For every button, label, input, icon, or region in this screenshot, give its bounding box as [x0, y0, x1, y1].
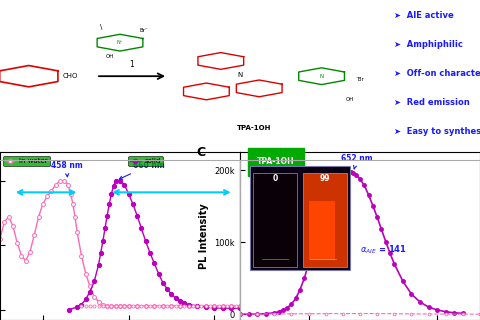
Text: ➤  Red emission: ➤ Red emission	[394, 98, 469, 107]
Text: ➤  AIE active: ➤ AIE active	[394, 11, 453, 20]
Text: N⁺: N⁺	[117, 40, 123, 45]
Text: 1: 1	[130, 60, 134, 69]
Text: ➤  Off-on character: ➤ Off-on character	[394, 69, 480, 78]
Text: Br⁻: Br⁻	[140, 28, 148, 33]
Text: N: N	[320, 74, 324, 79]
Text: ➤  Easy to synthes: ➤ Easy to synthes	[394, 126, 480, 136]
Text: $\alpha_{AIE}$ = 141: $\alpha_{AIE}$ = 141	[360, 244, 407, 256]
Text: TPA-1OH: TPA-1OH	[237, 125, 272, 131]
Text: 652 nm: 652 nm	[341, 154, 373, 169]
Text: CHO: CHO	[62, 73, 78, 79]
Text: TPA-1OH: TPA-1OH	[257, 157, 294, 166]
Text: ⁻Br: ⁻Br	[355, 77, 364, 82]
Y-axis label: PL Intensity: PL Intensity	[199, 203, 209, 269]
Text: N: N	[238, 72, 242, 78]
Text: OH: OH	[106, 54, 115, 59]
Text: C: C	[197, 146, 206, 159]
Text: ➤  Amphiphilic: ➤ Amphiphilic	[394, 40, 462, 49]
Text: OH: OH	[346, 97, 355, 101]
Text: 660 nm: 660 nm	[120, 161, 165, 179]
Text: 458 nm: 458 nm	[50, 161, 83, 177]
Legend: solid: solid	[128, 156, 163, 166]
Text: \: \	[100, 24, 102, 30]
